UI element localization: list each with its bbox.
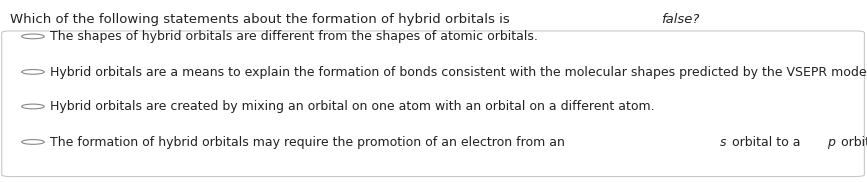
Text: p: p (827, 136, 835, 149)
Text: Hybrid orbitals are created by mixing an orbital on one atom with an orbital on : Hybrid orbitals are created by mixing an… (50, 100, 655, 113)
Text: false?: false? (661, 13, 699, 26)
Text: orbital.: orbital. (837, 136, 867, 149)
Text: Hybrid orbitals are a means to explain the formation of bonds consistent with th: Hybrid orbitals are a means to explain t… (50, 66, 867, 78)
Text: The formation of hybrid orbitals may require the promotion of an electron from a: The formation of hybrid orbitals may req… (50, 136, 569, 149)
Circle shape (22, 104, 44, 109)
Text: Which of the following statements about the formation of hybrid orbitals is: Which of the following statements about … (10, 13, 514, 26)
Circle shape (22, 70, 44, 74)
Text: s: s (720, 136, 727, 149)
Circle shape (22, 34, 44, 39)
Text: orbital to a: orbital to a (728, 136, 805, 149)
Circle shape (22, 140, 44, 144)
FancyBboxPatch shape (2, 31, 864, 177)
Text: The shapes of hybrid orbitals are different from the shapes of atomic orbitals.: The shapes of hybrid orbitals are differ… (50, 30, 538, 43)
